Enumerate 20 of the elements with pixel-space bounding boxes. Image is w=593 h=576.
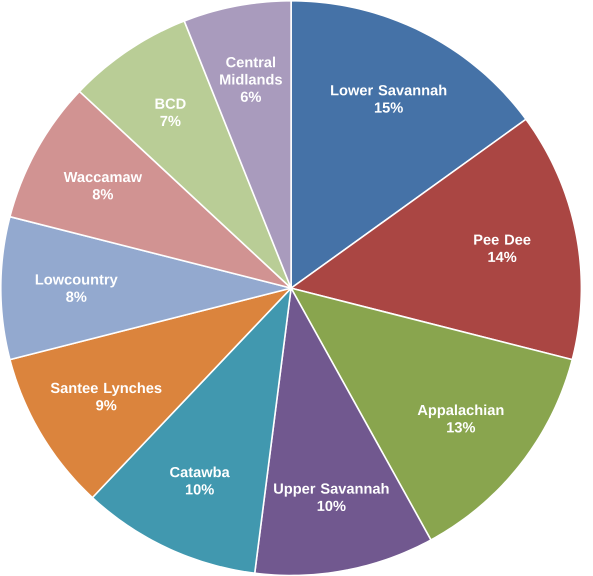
slice-label: Waccamaw bbox=[64, 172, 142, 182]
data-label: 8% bbox=[92, 188, 114, 200]
slice-label: BCD bbox=[155, 98, 186, 109]
data-label: 6% bbox=[240, 91, 262, 102]
data-label: 9% bbox=[96, 400, 116, 410]
data-label: 8% bbox=[66, 291, 86, 302]
slice-label: Pee Dee bbox=[474, 234, 530, 245]
data-label: 10% bbox=[186, 484, 214, 494]
slice-label: Lowcountry bbox=[36, 274, 118, 288]
data-label: 14% bbox=[488, 252, 516, 262]
data-label: 10% bbox=[318, 500, 346, 511]
data-label: 7% bbox=[160, 116, 181, 126]
slice-label: Appalachian bbox=[418, 404, 504, 418]
slice-label: Catawba bbox=[170, 466, 230, 478]
slice-label: Lower Savannah bbox=[331, 84, 446, 96]
data-label: 13% bbox=[447, 422, 476, 432]
slice-label: Central Midlands bbox=[220, 56, 282, 84]
slice-label: Santee Lynches bbox=[50, 382, 162, 396]
slice-label: Upper Savannah bbox=[274, 482, 389, 496]
data-label: 15% bbox=[374, 102, 403, 113]
